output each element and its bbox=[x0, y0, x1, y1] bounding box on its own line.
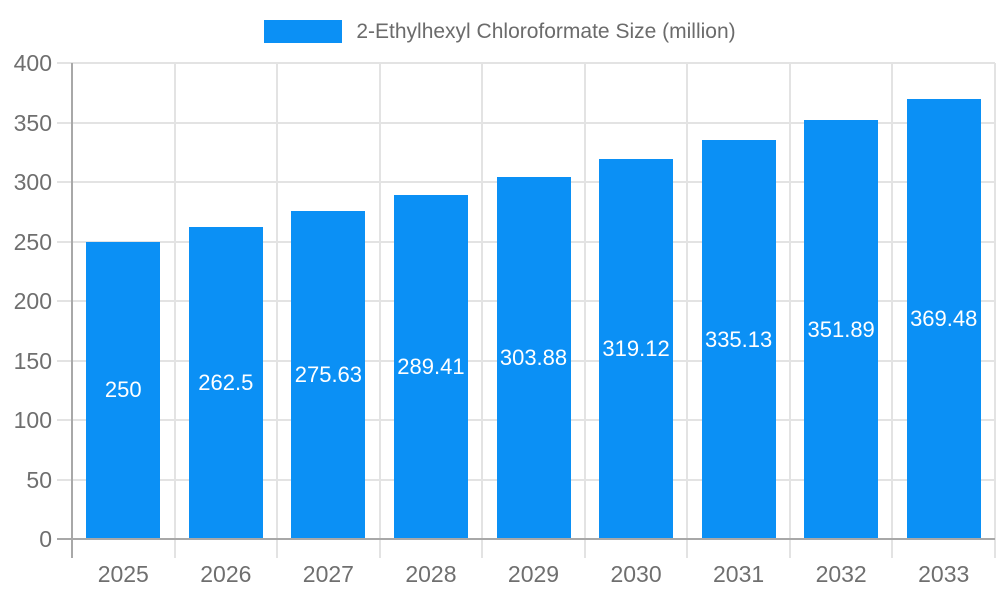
x-axis-tick-label: 2029 bbox=[507, 561, 560, 587]
chart-legend[interactable]: 2-Ethylhexyl Chloroformate Size (million… bbox=[0, 18, 1000, 45]
x-gridline bbox=[173, 63, 176, 558]
x-axis-tick-label: 2032 bbox=[815, 561, 867, 587]
y-axis-tick-label: 100 bbox=[13, 407, 52, 433]
bar[interactable] bbox=[701, 140, 776, 539]
y-axis-tick-label: 300 bbox=[13, 169, 52, 195]
y-axis-line bbox=[71, 63, 73, 558]
bar[interactable] bbox=[906, 99, 981, 539]
bar[interactable] bbox=[188, 226, 263, 539]
legend-label: 2-Ethylhexyl Chloroformate Size (million… bbox=[356, 20, 736, 43]
y-axis-tick-label: 350 bbox=[13, 109, 52, 136]
x-axis-tick-label: 2028 bbox=[405, 561, 457, 587]
x-gridline bbox=[686, 63, 689, 558]
x-axis-tick-label: 2033 bbox=[918, 561, 970, 587]
y-axis-tick-label: 200 bbox=[13, 288, 52, 314]
x-axis-tick-label: 2025 bbox=[97, 561, 149, 587]
x-axis-tick-label: 2030 bbox=[610, 561, 662, 587]
legend-swatch bbox=[264, 20, 343, 43]
y-gridline bbox=[57, 121, 995, 124]
x-gridline bbox=[788, 63, 791, 558]
bar[interactable] bbox=[599, 159, 674, 539]
x-axis-line bbox=[57, 538, 995, 540]
bar[interactable] bbox=[86, 241, 161, 539]
bar[interactable] bbox=[393, 194, 468, 539]
bar[interactable] bbox=[291, 211, 366, 539]
x-gridline bbox=[378, 63, 381, 558]
y-axis-tick-label: 400 bbox=[13, 50, 52, 76]
x-gridline bbox=[583, 63, 586, 558]
x-axis-tick-label: 2027 bbox=[302, 561, 354, 587]
x-axis-tick-label: 2031 bbox=[713, 561, 765, 587]
x-gridline bbox=[994, 63, 996, 558]
x-axis-tick-label: 2026 bbox=[200, 561, 252, 587]
bar[interactable] bbox=[804, 120, 879, 539]
x-gridline bbox=[891, 63, 894, 558]
x-gridline bbox=[276, 63, 279, 558]
x-gridline bbox=[481, 63, 484, 558]
y-axis-tick-label: 50 bbox=[26, 466, 52, 493]
y-axis-tick-label: 0 bbox=[39, 526, 52, 552]
y-axis-tick-label: 150 bbox=[13, 347, 52, 374]
y-gridline bbox=[57, 62, 995, 64]
bar[interactable] bbox=[496, 177, 571, 539]
y-axis-tick-label: 250 bbox=[13, 228, 52, 255]
